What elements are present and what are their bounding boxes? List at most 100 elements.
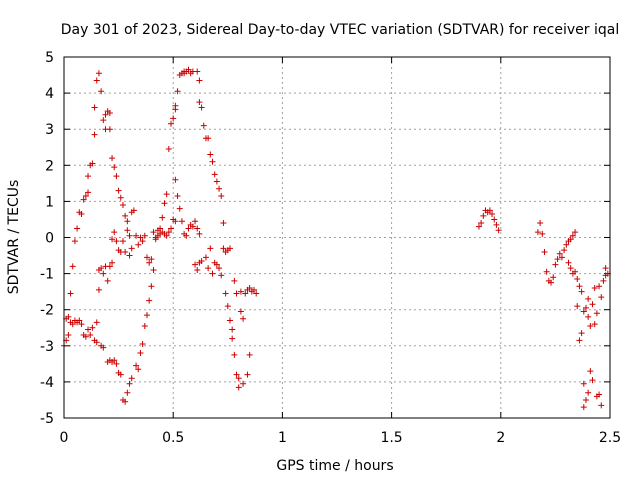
data-point [226,245,233,252]
data-point [205,265,212,272]
data-point [240,315,247,322]
data-point [602,265,609,272]
data-point [591,321,598,328]
data-point [235,384,242,391]
data-point [109,155,116,162]
data-point [133,232,140,239]
data-point [600,277,607,284]
y-tick-label: 2 [45,158,54,174]
data-point [172,102,179,109]
data-point [589,301,596,308]
data-point [174,192,181,199]
data-point [91,104,98,111]
data-point [198,104,205,111]
data-point [486,207,493,214]
data-point [117,194,124,201]
data-point [113,238,120,245]
data-point [74,225,81,232]
y-tick-label: 4 [45,86,54,102]
data-point [550,274,557,281]
plot-frame [63,56,611,419]
data-point [100,117,107,124]
data-point [128,245,135,252]
data-point [78,321,85,328]
y-tick-label: 1 [45,194,54,210]
data-point [192,218,199,225]
data-point [541,248,548,255]
data-point [209,158,216,165]
data-point [574,276,581,283]
data-point [198,257,205,264]
data-points [61,66,611,411]
data-point [85,173,92,180]
data-point [237,288,244,295]
data-point [150,266,157,273]
data-point [585,295,592,302]
data-point [85,189,92,196]
data-point [91,131,98,138]
data-point [246,351,253,358]
data-point [572,229,579,236]
data-point [561,247,568,254]
data-point [224,303,231,310]
data-point [194,266,201,273]
data-point [537,220,544,227]
data-point [115,187,122,194]
data-point [146,297,153,304]
data-point [246,285,253,292]
data-point [176,205,183,212]
x-tick-label: 1 [278,430,287,446]
data-point [139,238,146,245]
y-axis-label: SDTVAR / TECUs [6,180,22,295]
data-point [569,232,576,239]
data-point [65,331,72,338]
data-point [192,261,199,268]
data-point [165,146,172,153]
data-point [104,277,111,284]
data-point [143,254,150,261]
data-point [185,225,192,232]
data-point [172,176,179,183]
data-point [172,218,179,225]
x-tick-label: 0 [60,430,69,446]
data-point [82,192,89,199]
data-point [124,218,131,225]
data-point [113,360,120,367]
data-point [251,286,258,293]
data-point [220,245,227,252]
grid [64,57,610,418]
data-point [589,377,596,384]
data-point [69,263,76,270]
data-point [576,283,583,290]
data-point [237,308,244,315]
data-point [244,371,251,378]
data-point [119,238,126,245]
data-point [231,351,238,358]
data-point [174,88,181,95]
data-point [591,285,598,292]
data-point [548,279,555,286]
data-point [229,335,236,342]
data-point [580,380,587,387]
data-point [222,290,229,297]
data-point [209,270,216,277]
data-point [143,312,150,319]
data-point [491,216,498,223]
y-tick-label: -5 [40,411,54,427]
data-point [124,227,131,234]
data-point [141,322,148,329]
data-point [137,234,144,241]
data-point [113,173,120,180]
data-point [146,259,153,266]
data-point [200,122,207,129]
data-point [216,265,223,272]
data-point [593,310,600,317]
data-point [233,371,240,378]
data-point [580,308,587,315]
data-point [558,254,565,261]
data-point [168,225,175,232]
data-point [106,126,113,133]
data-point [240,380,247,387]
data-point [122,398,129,405]
data-point [165,229,172,236]
